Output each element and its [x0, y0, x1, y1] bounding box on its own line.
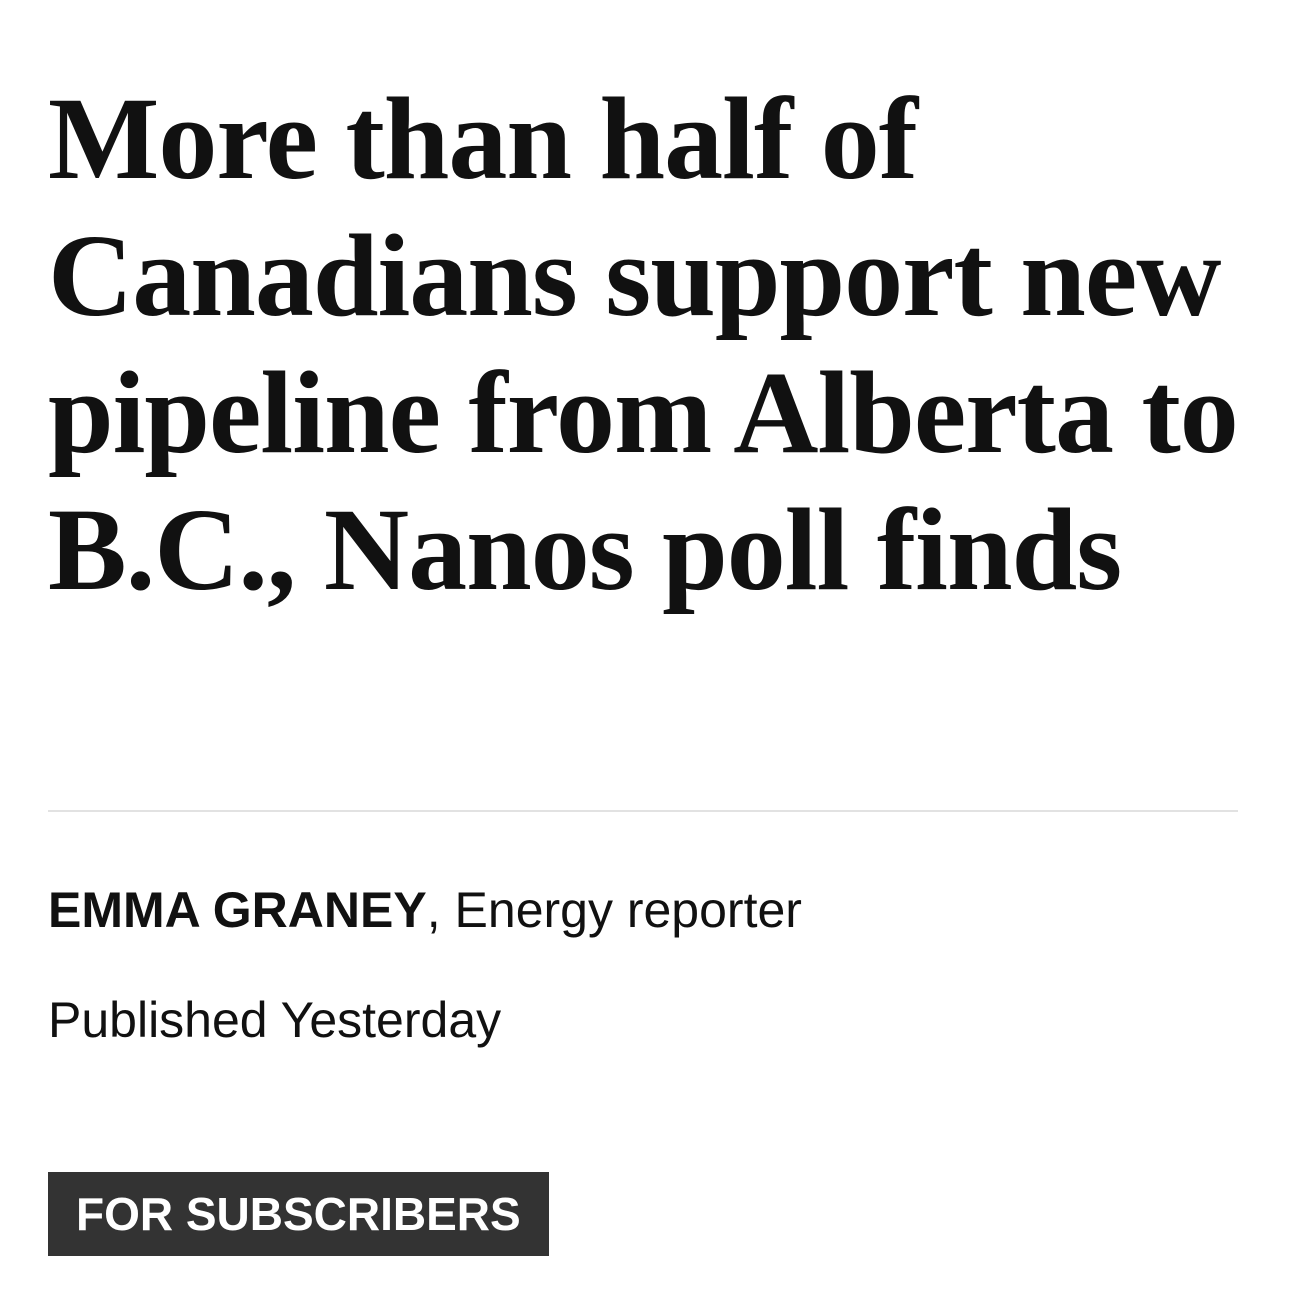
- headline: More than half of Canadians support new …: [48, 73, 1239, 615]
- byline-separator: ,: [426, 882, 441, 938]
- subscriber-badge: FOR SUBSCRIBERS: [48, 1172, 549, 1256]
- author-role: Energy reporter: [454, 882, 802, 938]
- byline: EMMA GRANEY, Energy reporter: [48, 880, 802, 940]
- divider: [48, 810, 1238, 812]
- published-date: Published Yesterday: [48, 992, 502, 1048]
- author[interactable]: EMMA GRANEY: [48, 882, 427, 938]
